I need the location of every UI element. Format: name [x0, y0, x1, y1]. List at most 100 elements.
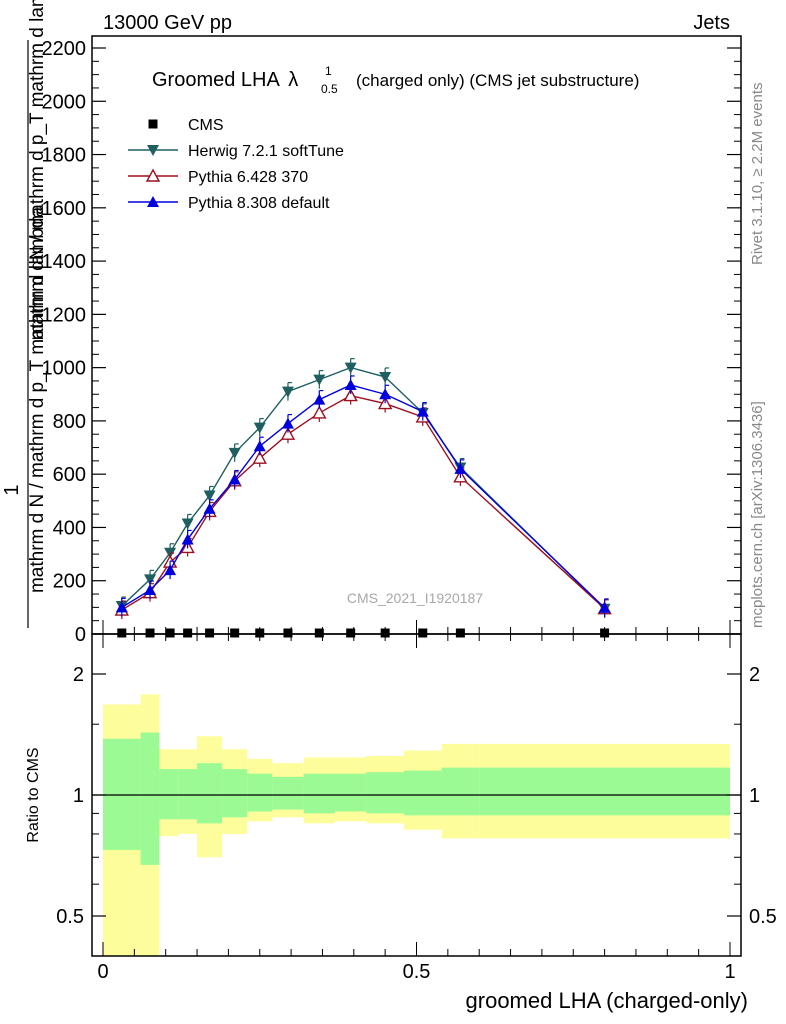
legend-label: Herwig 7.2.1 softTune	[188, 143, 344, 160]
ratio-y-tick-label: 0.5	[56, 906, 84, 928]
y-tick-label: 600	[53, 464, 86, 486]
data-point	[418, 628, 428, 638]
series-pythia-6-428-370	[114, 386, 612, 620]
data-point	[343, 388, 358, 402]
main-plot-panel: 0 200 400 600 800 1000 1200 1400 1600 1800 2000 220…	[42, 35, 742, 646]
data-point	[281, 417, 294, 429]
chart-title: Groomed LHA λ	[152, 69, 298, 91]
y-tick-label: 1200	[42, 304, 87, 326]
green-band-bin	[103, 738, 141, 850]
chart-title-suffix: (charged only) (CMS jet substructure)	[356, 71, 639, 90]
data-point	[230, 628, 240, 638]
x-tick-label: 0	[97, 961, 108, 983]
legend: CMS Herwig 7.2.1 softTune Pythia 6.428 370…	[128, 117, 344, 212]
legend-marker	[145, 168, 161, 182]
data-point	[205, 628, 215, 638]
data-point	[255, 628, 265, 638]
y-axis-label-lower: mathrm d N / mathrm d p_T mathrm d lambd…	[27, 207, 48, 594]
green-band-bin	[222, 769, 248, 818]
energy-label: 13000 GeV pp	[103, 12, 232, 34]
data-point	[181, 533, 194, 545]
data-point	[313, 393, 326, 405]
data-point	[164, 564, 177, 576]
series-line	[121, 384, 606, 609]
ratio-plot-panel: 0.5 0.5 1 1 2 2 0 0.5 1	[56, 633, 777, 983]
data-point	[600, 628, 610, 638]
green-band-bin	[197, 763, 223, 824]
y-tick-label: 2200	[42, 38, 87, 60]
x-axis-label: groomed LHA (charged-only)	[466, 988, 748, 1013]
data-point	[280, 426, 296, 440]
legend-label: Pythia 6.428 370	[188, 169, 308, 186]
data-point	[283, 628, 293, 638]
x-tick-label: 1	[724, 961, 735, 983]
data-point	[115, 601, 128, 613]
data-point	[416, 405, 429, 417]
data-point	[183, 628, 193, 638]
data-point	[203, 490, 216, 502]
green-band-bin	[247, 773, 273, 812]
data-point	[379, 388, 392, 400]
chart-title-main: Groomed LHA	[152, 69, 280, 91]
y-tick-label: 400	[53, 517, 86, 539]
data-point	[203, 502, 216, 514]
data-point	[455, 628, 465, 638]
y-tick-label: 1000	[42, 358, 87, 380]
data-point	[454, 462, 467, 474]
green-band-bin	[159, 769, 179, 820]
data-point	[312, 405, 327, 419]
green-band-bin	[334, 773, 367, 812]
ratio-y-tick-label: 2	[73, 664, 84, 686]
green-band-bin	[403, 770, 442, 816]
mcplots-label: mcplots.cern.ch [arXiv:1306.3436]	[749, 401, 766, 628]
series-line	[121, 366, 606, 610]
legend-marker	[147, 145, 159, 156]
data-point	[165, 628, 175, 638]
green-band-bin	[441, 767, 480, 816]
green-band-bin	[140, 732, 160, 865]
analysis-id-watermark: CMS_2021_I1920187	[347, 590, 483, 606]
main-y-ticks: 0 200 400 600 800 1000 1200 1400 1600 1800 2000 220…	[42, 38, 741, 646]
data-point	[144, 574, 157, 586]
green-band-bin	[303, 773, 335, 814]
data-point	[228, 447, 241, 459]
ratio-ticks: 0.5 0.5 1 1 2 2 0 0.5 1	[56, 634, 777, 983]
data-point	[228, 473, 241, 485]
data-point	[252, 450, 267, 464]
data-point	[380, 628, 390, 638]
data-point	[181, 518, 194, 530]
ratio-y-tick-label-right: 2	[749, 664, 760, 686]
green-band-bin	[366, 772, 404, 814]
green-band-bin	[178, 769, 198, 820]
y-tick-label: 1400	[42, 251, 87, 273]
legend-label: Pythia 8.308 default	[188, 195, 330, 212]
data-point	[145, 628, 155, 638]
data-point	[144, 584, 157, 596]
legend-marker	[148, 119, 158, 129]
category-label: Jets	[693, 12, 730, 34]
x-tick-label: 0.5	[403, 961, 431, 983]
legend-marker	[147, 196, 159, 207]
y-axis-label-upper: mathrm dN / mathrm d p_T mathrm d lambda	[27, 0, 48, 340]
ratio-y-tick-label-right: 1	[749, 785, 760, 807]
ratio-y-axis-label: Ratio to CMS	[25, 747, 42, 842]
data-point	[346, 628, 356, 638]
y-tick-label: 0	[75, 624, 86, 646]
ratio-y-tick-label-right: 0.5	[749, 906, 777, 928]
series-line	[121, 394, 606, 611]
y-tick-label: 800	[53, 411, 86, 433]
ratio-bands	[92, 694, 741, 956]
data-point	[598, 601, 611, 613]
series-cms	[117, 628, 610, 638]
data-point	[281, 386, 294, 398]
series-pythia-8-308-default	[115, 375, 611, 617]
main-series-layer	[114, 358, 612, 638]
rivet-version-label: Rivet 3.1.10, ≥ 2.2M events	[749, 83, 766, 266]
y-tick-label: 1800	[42, 145, 87, 167]
data-point	[314, 628, 324, 638]
data-point	[117, 628, 127, 638]
series-herwig-7-2-1-softtune	[115, 358, 611, 618]
green-band-bin	[479, 767, 730, 816]
data-point	[253, 440, 266, 452]
